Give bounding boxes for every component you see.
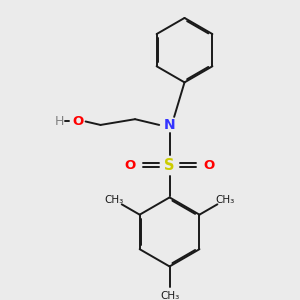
- Text: H: H: [54, 115, 64, 128]
- Text: N: N: [164, 118, 176, 132]
- Text: O: O: [72, 115, 83, 128]
- Text: CH₃: CH₃: [215, 195, 235, 205]
- Text: CH₃: CH₃: [160, 291, 179, 300]
- Text: O: O: [203, 159, 214, 172]
- Text: O: O: [125, 159, 136, 172]
- Text: S: S: [164, 158, 175, 173]
- Text: CH₃: CH₃: [105, 195, 124, 205]
